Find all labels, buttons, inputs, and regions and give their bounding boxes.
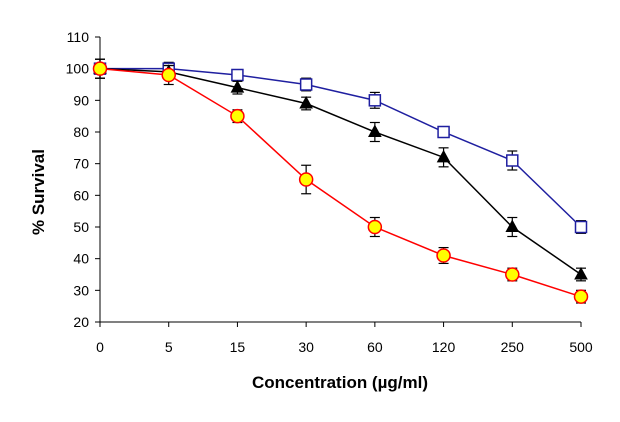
x-tick-label: 500 bbox=[569, 339, 593, 355]
data-point-triangle bbox=[574, 266, 588, 280]
data-point-triangle bbox=[299, 95, 313, 109]
x-axis-ticks: 0 5 15 30 60 120 250 500 bbox=[96, 322, 593, 355]
y-tick-label: 110 bbox=[67, 29, 90, 45]
data-point-circle bbox=[505, 267, 520, 282]
x-tick-label: 250 bbox=[501, 339, 525, 355]
y-axis-ticks: 20 30 40 50 60 70 80 90 100 110 bbox=[66, 29, 100, 330]
x-tick-label: 120 bbox=[432, 339, 456, 355]
data-point-circle bbox=[436, 248, 451, 263]
y-tick-label: 90 bbox=[73, 92, 89, 108]
y-tick-label: 80 bbox=[73, 124, 89, 140]
y-tick-label: 70 bbox=[73, 156, 89, 172]
y-tick-label: 30 bbox=[73, 282, 89, 298]
data-point-circle bbox=[161, 67, 176, 83]
data-point-triangle bbox=[230, 80, 245, 93]
data-point-square bbox=[368, 94, 382, 107]
data-point-square bbox=[437, 125, 450, 139]
data-point-circle bbox=[298, 172, 314, 187]
data-point-triangle bbox=[436, 149, 451, 163]
data-point-triangle bbox=[505, 219, 520, 232]
data-point-square bbox=[231, 68, 244, 82]
x-tick-label: 15 bbox=[230, 339, 246, 355]
data-point-triangle bbox=[368, 124, 382, 137]
y-tick-label: 100 bbox=[66, 61, 90, 77]
axes bbox=[99, 37, 581, 323]
series-group bbox=[92, 58, 589, 304]
y-tick-label: 50 bbox=[73, 219, 89, 235]
data-point-circle bbox=[367, 219, 383, 235]
y-tick-label: 20 bbox=[73, 314, 89, 330]
x-tick-label: 60 bbox=[367, 339, 383, 355]
data-point-square bbox=[299, 78, 313, 91]
x-tick-label: 0 bbox=[96, 339, 104, 355]
y-axis-title: % Survival bbox=[29, 149, 48, 235]
x-tick-label: 30 bbox=[298, 339, 314, 355]
series-1 bbox=[93, 58, 588, 234]
series-3 bbox=[92, 58, 589, 304]
data-point-circle bbox=[92, 61, 108, 76]
series-line bbox=[99, 67, 582, 298]
data-point-square bbox=[506, 154, 519, 167]
series-line bbox=[100, 67, 582, 228]
series-line bbox=[99, 67, 582, 276]
data-point-circle bbox=[230, 108, 245, 124]
y-tick-label: 40 bbox=[73, 251, 89, 267]
x-axis-title: Concentration (µg/ml) bbox=[252, 373, 428, 392]
data-point-square bbox=[574, 220, 588, 234]
series-2 bbox=[93, 58, 588, 282]
x-tick-label: 5 bbox=[165, 339, 173, 355]
data-point-circle bbox=[573, 289, 589, 304]
y-tick-label: 60 bbox=[73, 187, 89, 203]
